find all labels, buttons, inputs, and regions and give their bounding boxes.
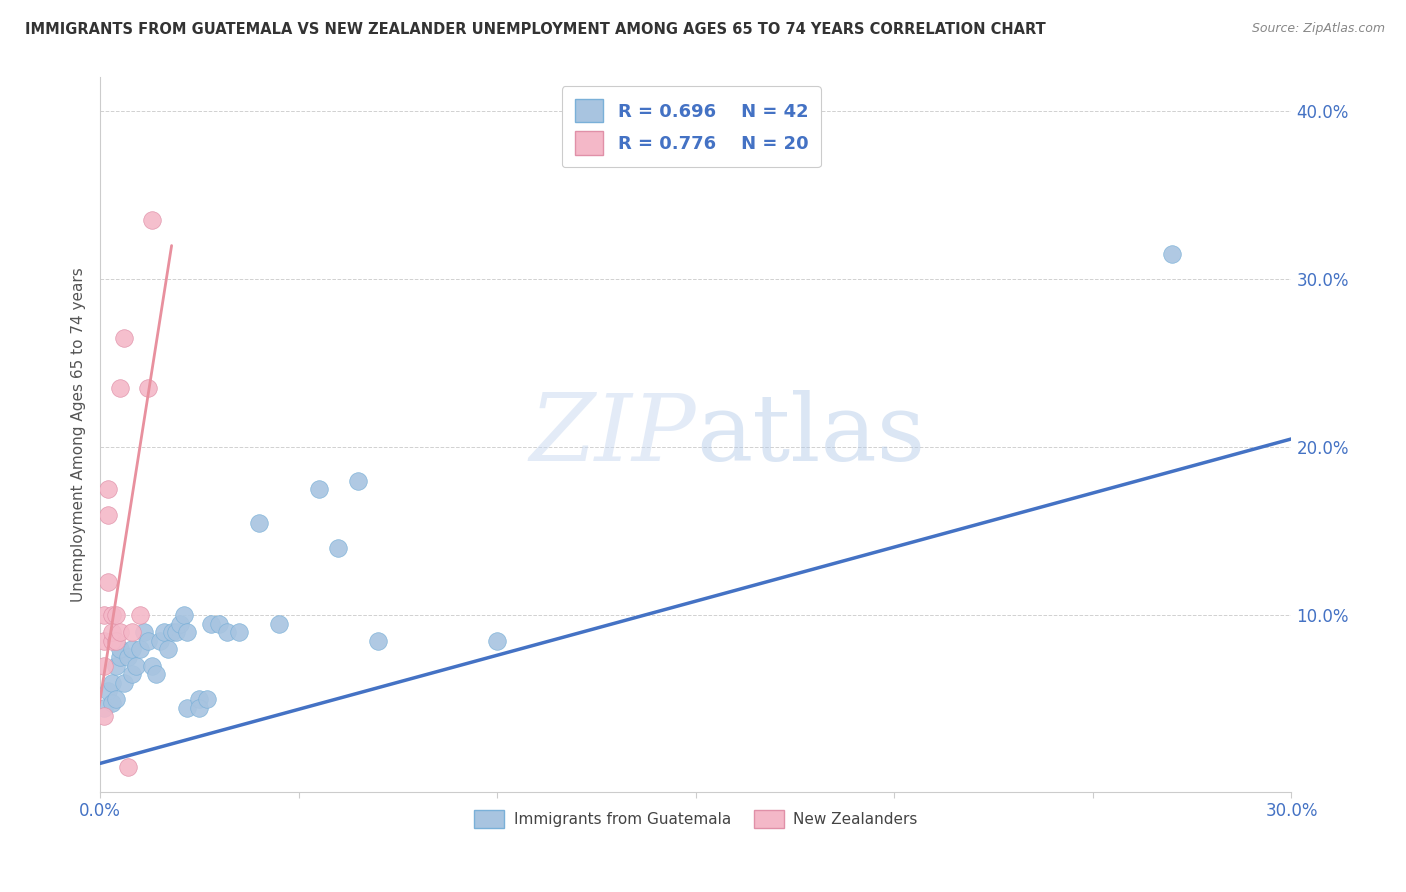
Point <box>97 483 120 497</box>
Point <box>105 633 128 648</box>
Point <box>121 625 143 640</box>
Point <box>165 625 187 640</box>
Point <box>228 625 250 640</box>
Point <box>328 541 350 556</box>
Point <box>367 633 389 648</box>
Text: Source: ZipAtlas.com: Source: ZipAtlas.com <box>1251 22 1385 36</box>
Point <box>108 642 131 657</box>
Point <box>132 625 155 640</box>
Point <box>308 483 330 497</box>
Point <box>200 616 222 631</box>
Point <box>217 625 239 640</box>
Point <box>141 658 163 673</box>
Point <box>101 675 124 690</box>
Point <box>176 701 198 715</box>
Point <box>105 608 128 623</box>
Point <box>136 382 159 396</box>
Point <box>117 650 139 665</box>
Point <box>149 633 172 648</box>
Point <box>108 650 131 665</box>
Point <box>173 608 195 623</box>
Point <box>486 633 509 648</box>
Point <box>152 625 174 640</box>
Point <box>93 658 115 673</box>
Point <box>347 474 370 488</box>
Point <box>188 701 211 715</box>
Point <box>195 692 218 706</box>
Point <box>188 692 211 706</box>
Point <box>97 508 120 522</box>
Text: atlas: atlas <box>696 390 925 480</box>
Point <box>156 642 179 657</box>
Point <box>247 516 270 530</box>
Point <box>97 684 120 698</box>
Point <box>160 625 183 640</box>
Point <box>136 633 159 648</box>
Point <box>112 331 135 345</box>
Point <box>93 709 115 723</box>
Text: ZIP: ZIP <box>529 390 696 480</box>
Point <box>97 574 120 589</box>
Point <box>101 696 124 710</box>
Point <box>128 642 150 657</box>
Y-axis label: Unemployment Among Ages 65 to 74 years: Unemployment Among Ages 65 to 74 years <box>72 268 86 602</box>
Point <box>267 616 290 631</box>
Point <box>105 658 128 673</box>
Point <box>93 701 115 715</box>
Point <box>108 625 131 640</box>
Point <box>145 667 167 681</box>
Point <box>121 667 143 681</box>
Point <box>169 616 191 631</box>
Point <box>101 625 124 640</box>
Point <box>108 382 131 396</box>
Text: IMMIGRANTS FROM GUATEMALA VS NEW ZEALANDER UNEMPLOYMENT AMONG AGES 65 TO 74 YEAR: IMMIGRANTS FROM GUATEMALA VS NEW ZEALAND… <box>25 22 1046 37</box>
Point <box>105 692 128 706</box>
Point <box>1161 247 1184 261</box>
Point <box>93 608 115 623</box>
Point <box>208 616 231 631</box>
Legend: Immigrants from Guatemala, New Zealanders: Immigrants from Guatemala, New Zealander… <box>468 804 924 834</box>
Point <box>125 658 148 673</box>
Point <box>121 642 143 657</box>
Point <box>101 633 124 648</box>
Point <box>101 608 124 623</box>
Point <box>117 760 139 774</box>
Point <box>128 608 150 623</box>
Point <box>112 675 135 690</box>
Point <box>176 625 198 640</box>
Point <box>141 213 163 227</box>
Point <box>93 633 115 648</box>
